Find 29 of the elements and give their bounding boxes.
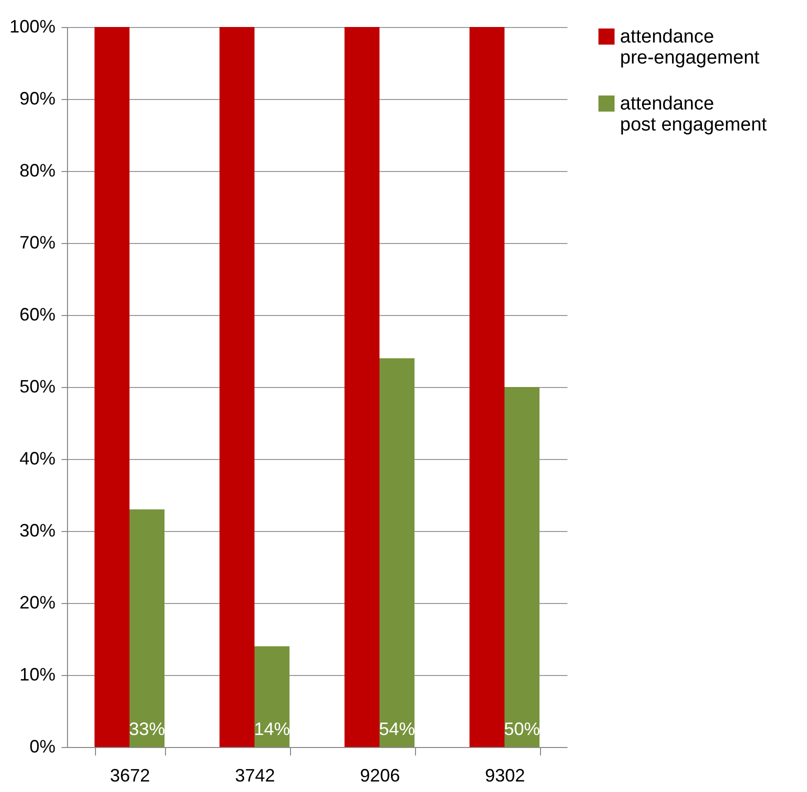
data-label: 14% <box>254 719 290 739</box>
bar <box>380 358 414 747</box>
y-tick-label: 50% <box>19 376 56 396</box>
data-label: 33% <box>128 719 166 739</box>
y-tick-label: 60% <box>19 304 56 324</box>
y-tick-label: 70% <box>19 232 56 252</box>
data-label: 54% <box>378 719 416 739</box>
bar <box>470 27 504 747</box>
y-tick-label: 100% <box>9 16 56 36</box>
bar <box>220 27 254 747</box>
y-tick-label: 0% <box>29 736 56 756</box>
bar <box>254 646 290 747</box>
x-tick-label: 3672 <box>110 766 150 786</box>
bar <box>94 27 130 747</box>
data-label: 50% <box>504 719 540 739</box>
legend-label: attendance pre-engagement <box>620 26 760 68</box>
y-tick-label: 20% <box>19 592 56 612</box>
y-tick-label: 10% <box>19 664 56 684</box>
y-tick-label: 80% <box>19 160 56 180</box>
bar <box>344 27 380 747</box>
x-tick-label: 9302 <box>484 766 526 786</box>
bar <box>130 509 164 747</box>
x-tick-label: 9206 <box>360 766 400 786</box>
y-tick-label: 90% <box>19 88 56 108</box>
legend-label: attendance post engagement <box>620 94 768 136</box>
y-tick-label: 30% <box>19 520 56 540</box>
y-tick-label: 40% <box>19 448 56 468</box>
bar <box>504 387 540 747</box>
x-tick-label: 3742 <box>234 766 276 786</box>
